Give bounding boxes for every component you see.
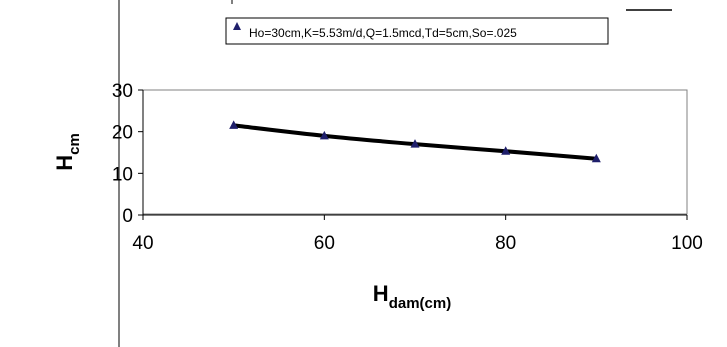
plot-area — [142, 89, 688, 215]
legend-entry: Ho=30cm,K=5.53m/d,Q=1.5mcd,Td=5cm,So=.02… — [249, 26, 517, 40]
x-tick-label: 80 — [495, 233, 516, 254]
x-axis-title-sub: dam(cm) — [389, 295, 452, 312]
x-tick-label: 100 — [671, 233, 703, 254]
data-point-triangle — [229, 120, 239, 129]
x-axis-ticks: 40 60 80 100 — [132, 215, 703, 254]
y-tick-label: 10 — [112, 164, 133, 185]
y-axis-title: Hcm — [52, 133, 83, 171]
x-tick-label: 60 — [314, 233, 335, 254]
data-points — [229, 120, 601, 163]
legend-box — [225, 17, 609, 45]
y-axis-title-main: H — [52, 155, 77, 171]
data-point-triangle — [319, 130, 329, 140]
data-point-triangle — [410, 139, 420, 148]
svg-text:Hcm: Hcm — [52, 133, 83, 171]
y-tick-label: 0 — [122, 206, 133, 227]
x-tick-label: 40 — [132, 233, 153, 254]
x-axis-title: Hdam(cm) — [373, 281, 451, 312]
x-axis-title-main: H — [373, 281, 389, 306]
data-point-triangle — [591, 153, 601, 163]
y-axis-title-sub: cm — [66, 133, 83, 155]
y-axis-ticks: 0 10 20 30 — [112, 81, 143, 227]
y-tick-label: 30 — [112, 81, 133, 102]
data-point-triangle — [501, 146, 511, 155]
legend: Ho=30cm,K=5.53m/d,Q=1.5mcd,Td=5cm,So=.02… — [225, 17, 609, 45]
y-tick-label: 20 — [112, 123, 133, 144]
legend-marker-triangle-icon — [233, 22, 241, 30]
